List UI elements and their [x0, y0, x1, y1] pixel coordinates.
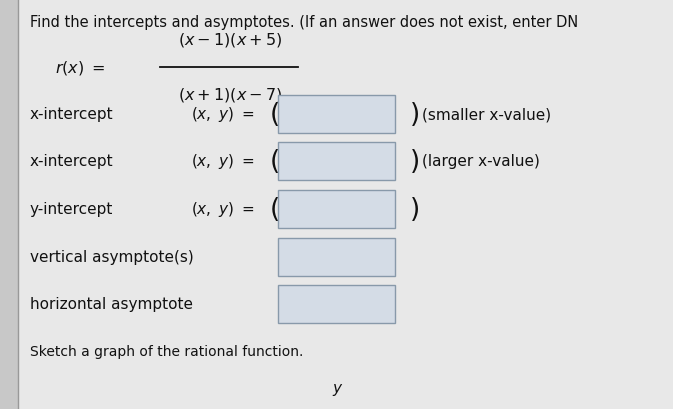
FancyBboxPatch shape [278, 143, 395, 180]
FancyBboxPatch shape [278, 96, 395, 134]
Text: $(x+1)(x-7)$: $(x+1)(x-7)$ [178, 86, 282, 104]
Text: (smaller x-value): (smaller x-value) [422, 107, 551, 122]
Text: x-intercept: x-intercept [30, 154, 114, 169]
Text: y: y [332, 380, 341, 395]
FancyBboxPatch shape [278, 285, 395, 323]
Text: Sketch a graph of the rational function.: Sketch a graph of the rational function. [30, 344, 304, 358]
Text: x-intercept: x-intercept [30, 107, 114, 122]
Text: $(x,\ y)\ =$: $(x,\ y)\ =$ [191, 105, 255, 124]
Bar [0, 0, 18, 409]
FancyBboxPatch shape [278, 191, 395, 229]
Text: ): ) [410, 148, 420, 175]
Text: y-intercept: y-intercept [30, 202, 113, 217]
Text: Find the intercepts and asymptotes. (If an answer does not exist, enter DN: Find the intercepts and asymptotes. (If … [30, 15, 578, 30]
Text: horizontal asymptote: horizontal asymptote [30, 297, 193, 312]
Text: $(x,\ y)\ =$: $(x,\ y)\ =$ [191, 152, 255, 171]
Text: $(x-1)(x+5)$: $(x-1)(x+5)$ [178, 31, 282, 49]
FancyBboxPatch shape [278, 238, 395, 276]
Text: (larger x-value): (larger x-value) [422, 154, 540, 169]
Text: (: ( [270, 102, 280, 128]
Text: ): ) [410, 102, 420, 128]
Text: (: ( [270, 196, 280, 222]
Text: $r(x)\ =\ $: $r(x)\ =\ $ [55, 59, 106, 77]
Text: ): ) [410, 196, 420, 222]
Text: vertical asymptote(s): vertical asymptote(s) [30, 250, 194, 265]
Text: (: ( [270, 148, 280, 175]
Text: $(x,\ y)\ =$: $(x,\ y)\ =$ [191, 200, 255, 219]
